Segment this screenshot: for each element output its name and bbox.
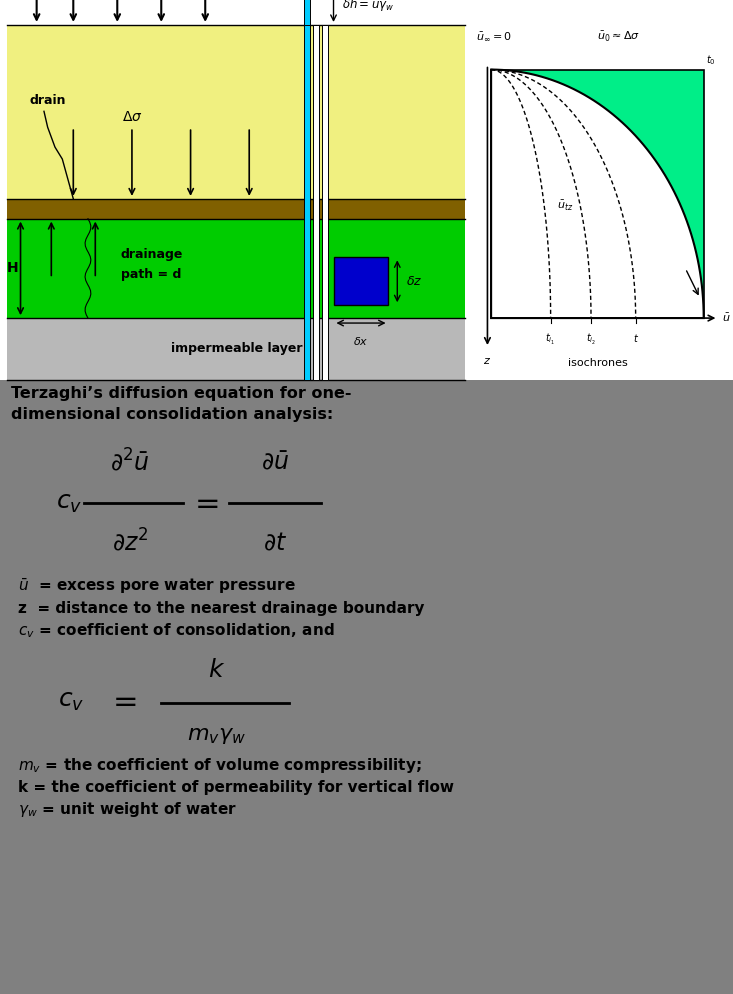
Polygon shape	[491, 70, 704, 318]
Text: H: H	[7, 261, 18, 275]
Text: drain: drain	[29, 94, 66, 107]
Text: $\bar{u}$: $\bar{u}$	[722, 312, 731, 324]
Bar	[7, 25, 465, 199]
Bar	[0, 0, 733, 380]
Bar	[7, 199, 465, 219]
Bar	[491, 70, 704, 318]
Text: $\partial\bar{u}$: $\partial\bar{u}$	[261, 450, 289, 474]
Text: k = the coefficient of permeability for vertical flow: k = the coefficient of permeability for …	[18, 780, 454, 795]
Bar	[304, 0, 310, 25]
Text: $c_v$: $c_v$	[56, 491, 83, 515]
Text: $k$: $k$	[208, 658, 225, 682]
Text: isochrones: isochrones	[567, 358, 627, 368]
Text: $m_v$ = the coefficient of volume compressibility;: $m_v$ = the coefficient of volume compre…	[18, 756, 422, 775]
Text: $\partial z^2$: $\partial z^2$	[112, 529, 149, 557]
Bar	[7, 318, 465, 380]
Text: $\bar{u}_\infty = 0$: $\bar{u}_\infty = 0$	[476, 31, 512, 43]
Text: $\bar{u}_0 \approx \Delta\sigma$: $\bar{u}_0 \approx \Delta\sigma$	[597, 30, 641, 44]
Text: $\gamma_w$ = unit weight of water: $\gamma_w$ = unit weight of water	[18, 800, 237, 819]
Text: Terzaghi’s diffusion equation for one-: Terzaghi’s diffusion equation for one-	[11, 386, 352, 401]
Text: $\delta z$: $\delta z$	[406, 274, 422, 288]
Text: $\delta x$: $\delta x$	[353, 335, 369, 347]
Text: drainage: drainage	[121, 248, 183, 261]
Text: $\bar{u}_{tz}$: $\bar{u}_{tz}$	[557, 199, 574, 214]
Bar	[304, 25, 310, 380]
Bar	[322, 25, 328, 380]
Text: $\partial^2\bar{u}$: $\partial^2\bar{u}$	[111, 449, 150, 476]
Text: $\delta h = \bar{u}\gamma_w$: $\delta h = \bar{u}\gamma_w$	[342, 0, 394, 14]
Text: $c_v$ = coefficient of consolidation, and: $c_v$ = coefficient of consolidation, an…	[18, 621, 335, 640]
Text: $=$: $=$	[107, 686, 137, 716]
Text: path = d: path = d	[121, 268, 181, 281]
Bar	[313, 25, 319, 380]
Text: impermeable layer: impermeable layer	[171, 342, 302, 356]
Text: $z$: $z$	[483, 356, 492, 366]
Text: z  = distance to the nearest drainage boundary: z = distance to the nearest drainage bou…	[18, 601, 425, 616]
Text: $c_v$: $c_v$	[58, 689, 84, 713]
Bar	[334, 257, 388, 305]
Text: $t_0$: $t_0$	[706, 53, 715, 67]
Text: dimensional consolidation analysis:: dimensional consolidation analysis:	[11, 408, 334, 422]
Text: $t$: $t$	[633, 332, 638, 344]
Text: $t_{i_2}$: $t_{i_2}$	[586, 332, 596, 347]
Bar	[7, 219, 465, 318]
Text: $\bar{u}$  = excess pore water pressure: $\bar{u}$ = excess pore water pressure	[18, 578, 296, 596]
Text: $t_{i_1}$: $t_{i_1}$	[545, 332, 556, 347]
Text: $m_v\gamma_w$: $m_v\gamma_w$	[187, 726, 246, 746]
Text: $\partial t$: $\partial t$	[262, 531, 287, 555]
Text: $\Delta\sigma$: $\Delta\sigma$	[122, 110, 142, 124]
Text: $=$: $=$	[189, 488, 219, 517]
Bar	[473, 25, 726, 380]
